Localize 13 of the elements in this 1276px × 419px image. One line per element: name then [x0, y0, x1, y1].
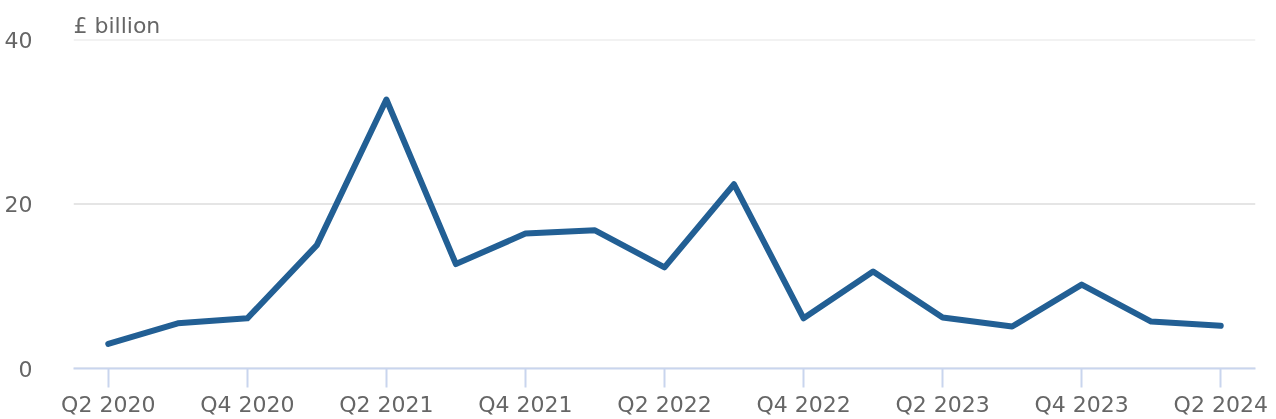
x-tick-label: Q4 2021 [478, 391, 573, 417]
x-tick-label: Q4 2020 [200, 391, 295, 417]
y-axis-title: £ billion [73, 12, 161, 38]
y-tick-label: 0 [18, 356, 33, 382]
x-tick-label: Q2 2022 [617, 391, 712, 417]
y-tick-label: 40 [4, 27, 33, 53]
x-tick-label: Q4 2022 [756, 391, 851, 417]
x-tick-label: Q2 2021 [339, 391, 434, 417]
x-tick-label: Q4 2023 [1034, 391, 1129, 417]
x-tick-label: Q2 2020 [61, 391, 156, 417]
y-tick-label: 20 [4, 192, 33, 217]
x-tick-label: Q2 2024 [1173, 391, 1268, 417]
x-tick-label: Q2 2023 [895, 391, 990, 417]
